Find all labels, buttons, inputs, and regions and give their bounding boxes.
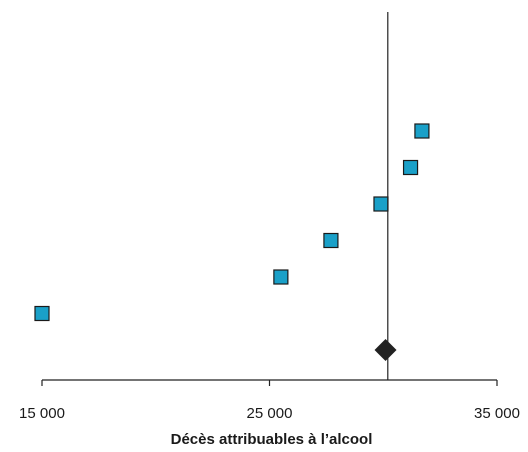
data-point-square: [273, 269, 289, 285]
data-point-square: [402, 159, 419, 176]
data-point-diamond: [374, 339, 397, 361]
data-point-square: [323, 232, 339, 249]
x-tick-label: 35 000: [474, 405, 520, 422]
data-point-square: [373, 196, 389, 212]
data-point-square: [414, 123, 430, 139]
chart-marks: [34, 123, 430, 361]
x-axis-title: Décès attribuables à l’alcool: [171, 431, 373, 448]
x-axis-ticks: 15 000 25 000 35 000: [19, 380, 520, 422]
x-tick-label: 25 000: [247, 405, 293, 422]
data-point-square: [34, 305, 50, 322]
x-tick-label: 15 000: [19, 405, 65, 422]
